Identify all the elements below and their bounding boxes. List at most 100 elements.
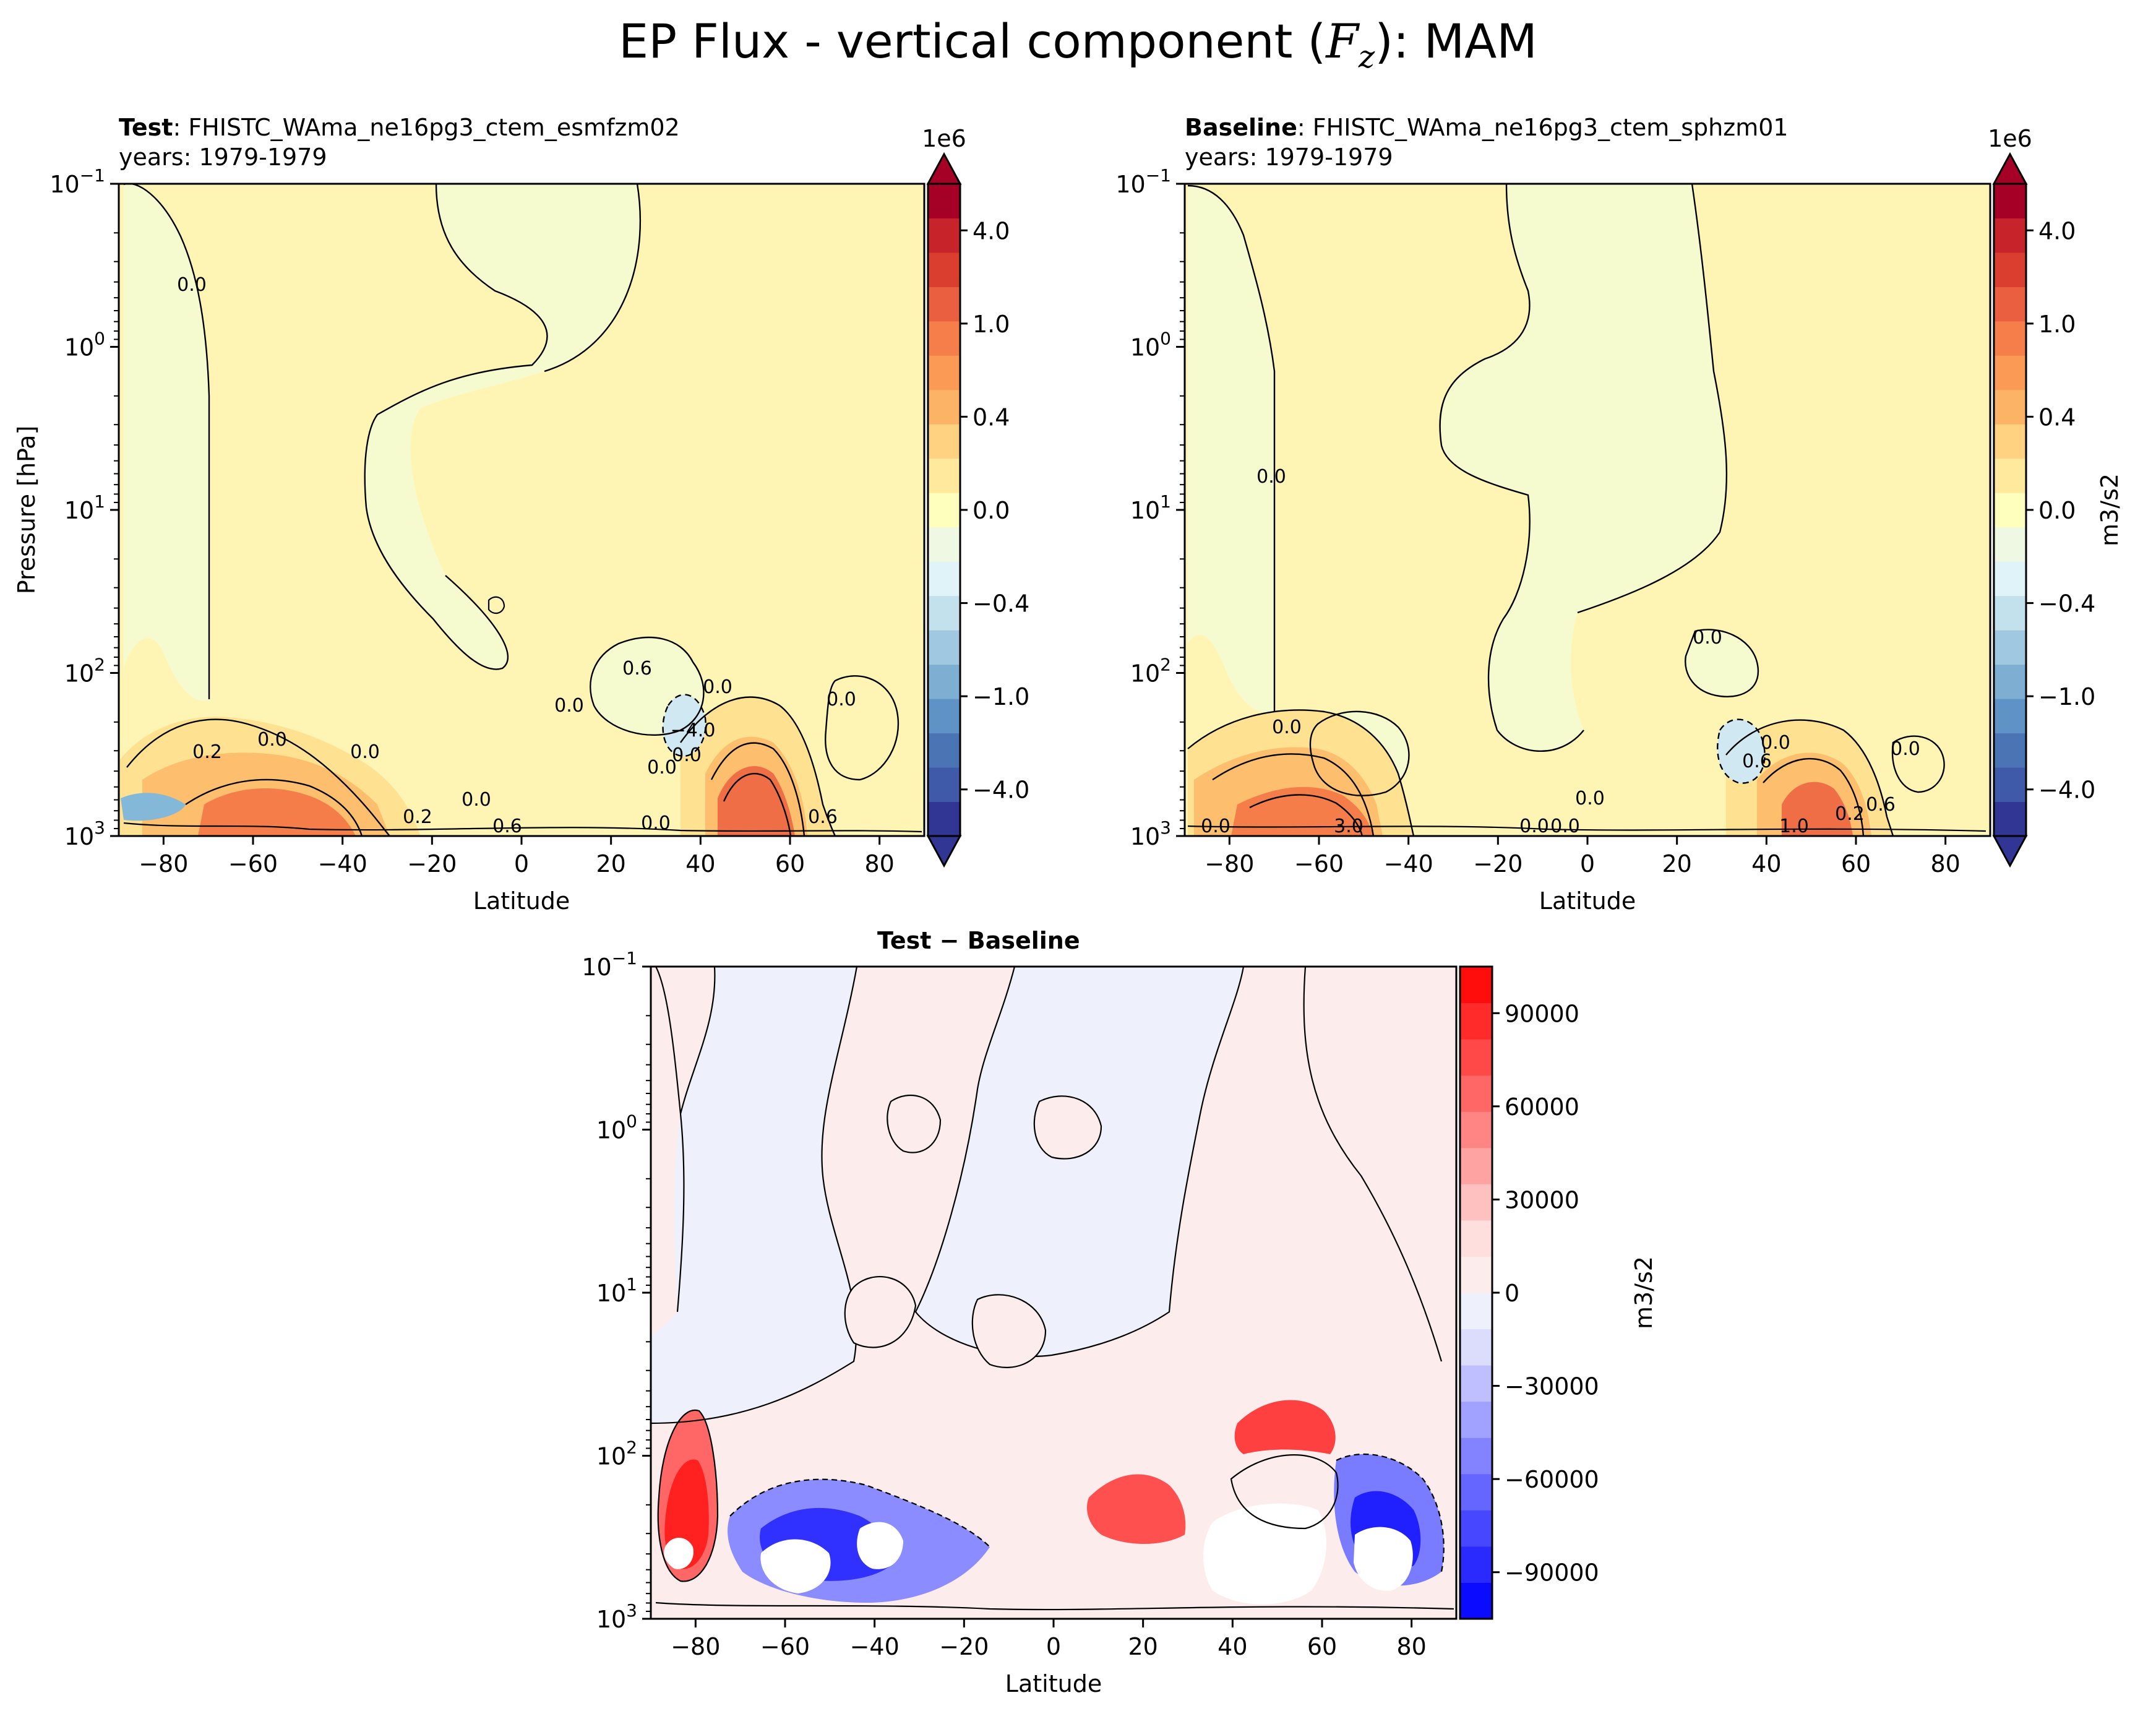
difference-missing-south-mid xyxy=(857,1522,903,1569)
test-near-zero-tropical xyxy=(364,184,640,670)
baseline-contour-north-2 xyxy=(1763,758,1865,836)
contour-label-test-9: 0.0 xyxy=(641,812,671,834)
colorbar-segment-difference-16 xyxy=(1460,1002,1492,1040)
colorbar-tick-label-difference-1: 60000 xyxy=(1505,1093,1579,1121)
baseline-contour-patch xyxy=(1309,710,1410,796)
baseline-contour-near-surface xyxy=(1187,825,1986,832)
y-tick-label-difference-4: 103 xyxy=(596,1600,637,1633)
baseline-contour-zero-right xyxy=(1577,184,1728,614)
contour-label-test-2: 0.0 xyxy=(257,729,287,751)
contour-label-baseline-2: 0.0 xyxy=(1201,816,1230,837)
colorbar-segment-baseline-2 xyxy=(1994,733,2026,768)
colorbar-segment-test-7 xyxy=(928,561,960,597)
colorbar-segment-difference-14 xyxy=(1460,1075,1492,1112)
difference-strong-positive-tropic xyxy=(1086,1474,1186,1544)
x-tick-label-difference-4: 0 xyxy=(1046,1633,1061,1660)
contour-label-baseline-5: 0.0 xyxy=(1550,816,1580,837)
colorbar-segment-difference-10 xyxy=(1460,1220,1492,1257)
colorbar-tick-label-baseline-5: −1.0 xyxy=(2038,683,2095,710)
colorbar-tick-label-test-2: 0.4 xyxy=(973,403,1010,431)
x-tick-label-baseline-1: −60 xyxy=(1294,850,1344,877)
y-tick-label-difference-0: 10−1 xyxy=(582,948,637,981)
colorbar-segment-test-1 xyxy=(928,767,960,803)
colorbar-tick-label-test-0: 4.0 xyxy=(973,217,1010,244)
test-contour-near-surface xyxy=(123,822,922,833)
difference-contour-center-right xyxy=(914,967,1245,1358)
colorbar-segment-test-2 xyxy=(928,733,960,768)
y-tick-label-test-2: 101 xyxy=(64,491,105,524)
colorbar-segment-difference-1 xyxy=(1460,1546,1492,1583)
x-tick-label-baseline-5: 20 xyxy=(1662,850,1691,877)
difference-contour-right xyxy=(1303,967,1443,1362)
baseline-case-label: Baseline: FHISTC_WAma_ne16pg3_ctem_sphzm… xyxy=(1185,114,1789,141)
colorbar-segment-test-13 xyxy=(928,355,960,390)
x-tick-label-baseline-4: 0 xyxy=(1580,850,1595,877)
baseline-positive-shading-north-core xyxy=(1782,782,1853,836)
x-axis-label-test: Latitude xyxy=(473,887,570,915)
colorbar-segment-test-12 xyxy=(928,389,960,425)
y-tick-label-baseline-1: 100 xyxy=(1130,329,1171,361)
colorbar-segment-baseline-9 xyxy=(1994,493,2026,528)
y-tick-label-difference-3: 102 xyxy=(596,1437,637,1470)
baseline-near-zero-north xyxy=(1685,629,1758,697)
test-contour-north-2 xyxy=(710,742,805,836)
contour-label-test-5: 0.2 xyxy=(403,806,432,828)
difference-positive-left xyxy=(651,967,715,1337)
test-positive-shading-north-core xyxy=(718,766,795,836)
test-case-label: Test: FHISTC_WAma_ne16pg3_ctem_esmfzm02 xyxy=(119,114,680,141)
x-tick-label-baseline-7: 60 xyxy=(1841,850,1871,877)
colorbar-tick-label-baseline-6: −4.0 xyxy=(2038,777,2095,804)
y-tick-label-baseline-3: 102 xyxy=(1130,655,1171,687)
colorbar-tick-label-baseline-3: 0.0 xyxy=(2038,497,2076,524)
colorbar-segment-baseline-7 xyxy=(1994,561,2026,597)
difference-contour-strong-south xyxy=(657,1409,719,1582)
test-panel xyxy=(119,184,924,836)
difference-panel xyxy=(651,967,1456,1619)
y-tick-label-test-3: 102 xyxy=(64,655,105,687)
colorbar-segment-difference-12 xyxy=(1460,1147,1492,1184)
difference-contour-strong-north xyxy=(1230,1454,1339,1530)
colorbar-extend-min-test xyxy=(926,835,962,868)
x-tick-label-difference-0: −80 xyxy=(671,1633,720,1660)
test-contour-north-3 xyxy=(723,773,792,836)
colorbar-segment-difference-8 xyxy=(1460,1293,1492,1330)
baseline-contour-south-3 xyxy=(1249,794,1364,836)
colorbar-segment-test-16 xyxy=(928,252,960,287)
colorbar-segment-baseline-3 xyxy=(1994,699,2026,734)
contour-label-baseline-9: 0.6 xyxy=(1742,751,1772,772)
colorbar-segment-difference-13 xyxy=(1460,1111,1492,1149)
difference-positive-center xyxy=(651,967,1456,1619)
colorbar-tick-label-difference-3: 0 xyxy=(1505,1280,1519,1307)
x-tick-label-test-8: 80 xyxy=(864,850,894,877)
baseline-negative-shading xyxy=(1717,719,1765,783)
page-title: EP Flux - vertical component (Fz): MAM xyxy=(619,14,1537,75)
contour-label-test-14: 0.0 xyxy=(827,689,856,710)
x-tick-label-difference-2: −40 xyxy=(850,1633,900,1660)
test-contour-subtropic xyxy=(590,636,705,736)
colorbar-segment-baseline-18 xyxy=(1994,184,2026,218)
colorbar-segment-baseline-14 xyxy=(1994,321,2026,356)
colorbar-segment-difference-5 xyxy=(1460,1401,1492,1438)
colorbar-tick-label-difference-5: −60000 xyxy=(1505,1466,1599,1493)
x-tick-label-difference-1: −60 xyxy=(760,1633,810,1660)
colorbar-segment-baseline-17 xyxy=(1994,218,2026,253)
y-tick-label-baseline-0: 10−1 xyxy=(1115,165,1171,198)
x-tick-label-difference-3: −20 xyxy=(939,1633,989,1660)
difference-contour-island-3 xyxy=(1033,1095,1102,1160)
colorbar-segment-test-4 xyxy=(928,664,960,699)
contour-label-baseline-13: 0.0 xyxy=(1891,738,1920,760)
baseline-near-zero-tropical xyxy=(1440,184,1727,751)
baseline-positive-shading-south-core xyxy=(1231,787,1373,836)
difference-contour-negative-north xyxy=(1336,1453,1445,1572)
colorbar-tick-label-test-6: −4.0 xyxy=(973,777,1029,804)
colorbar-tick-label-baseline-2: 0.4 xyxy=(2038,403,2076,431)
baseline-panel xyxy=(1185,184,1990,836)
colorbar-segment-difference-17 xyxy=(1460,967,1492,1004)
contour-label-test-1: 0.0 xyxy=(350,741,380,763)
colorbar-units-baseline: m3/s2 xyxy=(2096,473,2123,546)
test-positive-shading-south-core xyxy=(198,788,356,836)
test-contour-negative xyxy=(662,694,706,757)
contour-label-baseline-7: 0.0 xyxy=(1761,732,1790,754)
colorbar-segment-test-18 xyxy=(928,184,960,218)
